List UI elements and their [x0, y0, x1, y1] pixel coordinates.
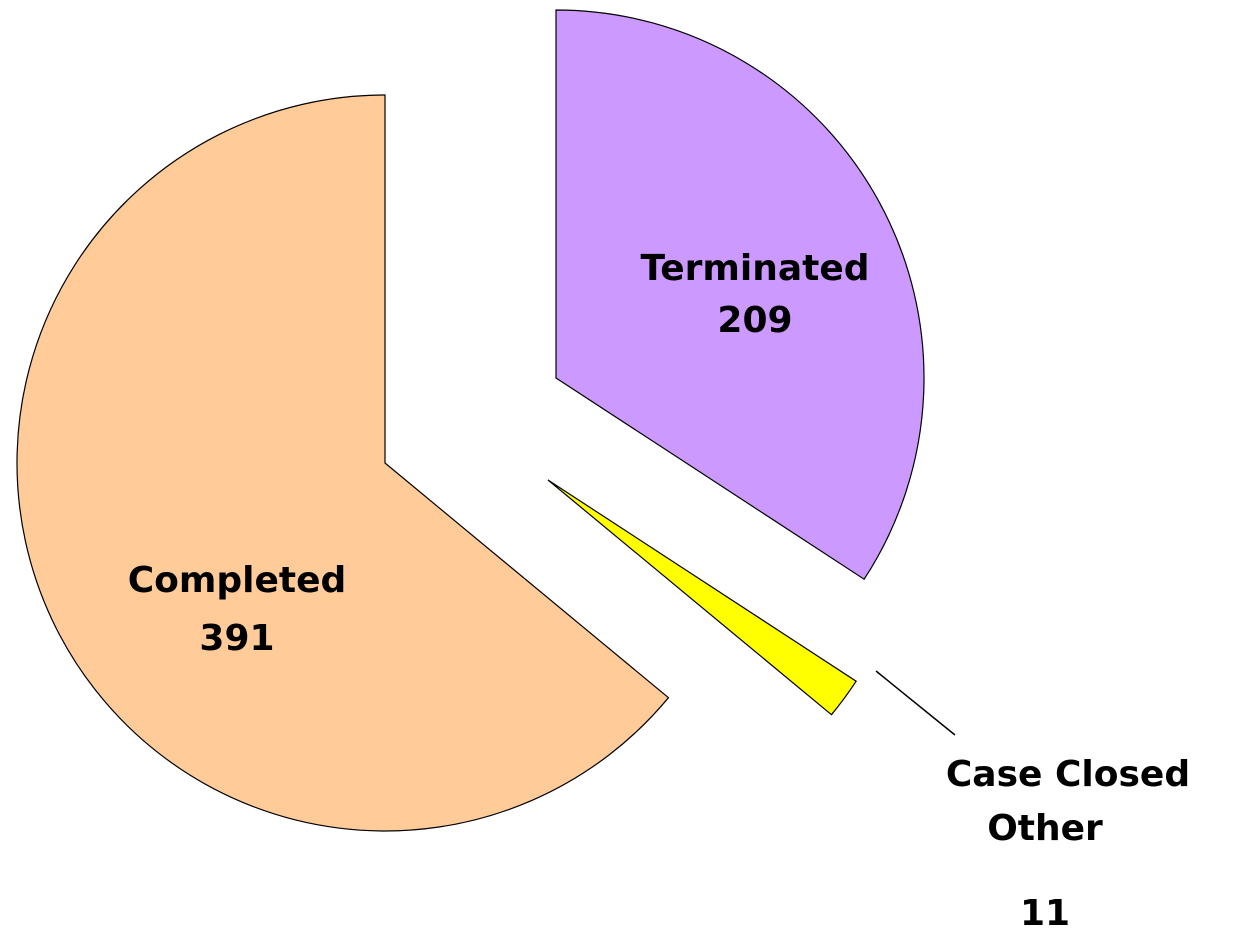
leader-line	[875, 670, 956, 736]
slice-value: 391	[199, 618, 274, 659]
slice-label: Terminated	[640, 248, 869, 289]
pie-slice	[547, 479, 857, 716]
slice-label: Case Closed Other	[946, 754, 1190, 849]
slice-value: 209	[717, 300, 792, 341]
pie-slice	[16, 94, 670, 832]
pie-slice	[555, 9, 925, 581]
slice-label: Completed	[128, 560, 347, 601]
slice-value: 11	[1020, 893, 1070, 934]
